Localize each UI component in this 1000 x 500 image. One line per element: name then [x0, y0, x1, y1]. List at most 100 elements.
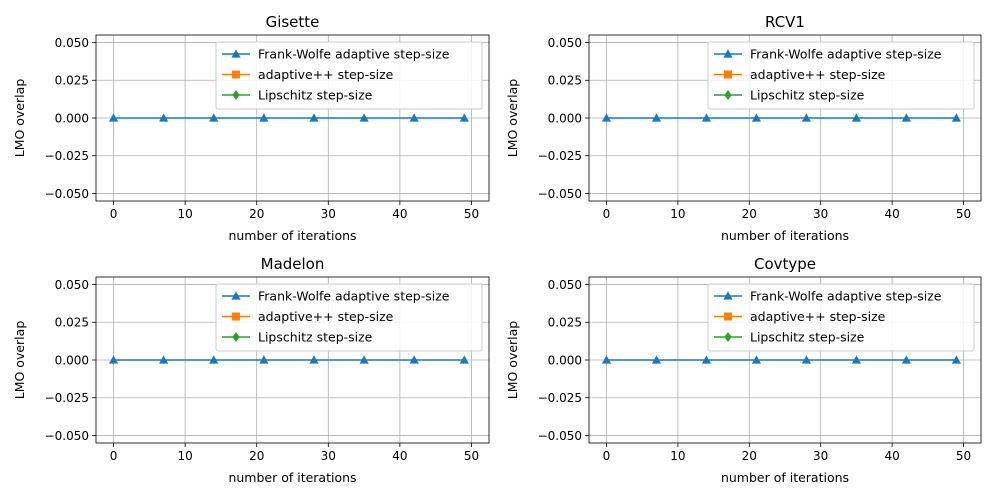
- y-tick-label: −0.050: [45, 429, 89, 443]
- y-tick-label: 0.050: [55, 278, 89, 292]
- data-point: [309, 113, 319, 122]
- x-tick-label: 40: [884, 207, 899, 221]
- subplot-madelon: 0 10 20 30 40 50 −0.050 −0.025 0.000 0.025 0.050 Ma…: [12, 255, 490, 485]
- y-tick-label: 0.025: [548, 316, 582, 330]
- y-tick-label: −0.050: [538, 187, 582, 201]
- data-point: [901, 355, 911, 364]
- y-tick-label: 0.000: [548, 353, 582, 367]
- data-point: [601, 355, 612, 364]
- legend-label: adaptive++ step-size: [258, 309, 394, 324]
- y-tick-label: −0.050: [45, 187, 89, 201]
- data-point: [751, 113, 762, 122]
- legend: Frank-Wolfe adaptive step-size adaptive++…: [215, 283, 483, 352]
- data-point: [459, 355, 469, 364]
- data-point: [751, 355, 762, 364]
- x-tick-label: 10: [670, 449, 685, 463]
- subplot-title: Covtype: [754, 255, 816, 273]
- subplot-title: Madelon: [261, 255, 325, 273]
- y-tick-label: 0.025: [55, 316, 89, 330]
- data-point: [209, 355, 219, 364]
- x-axis-label: number of iterations: [721, 470, 849, 485]
- x-tick-label: 10: [670, 207, 685, 221]
- data-point: [108, 355, 119, 364]
- data-point: [851, 355, 862, 364]
- diamond-marker-icon: [232, 90, 240, 100]
- legend: Frank-Wolfe adaptive step-size adaptive++…: [707, 283, 975, 352]
- legend-label: Lipschitz step-size: [258, 88, 373, 103]
- x-tick-label: 0: [603, 449, 611, 463]
- square-marker-icon: [724, 70, 732, 79]
- data-point: [259, 113, 269, 122]
- x-tick-label: 40: [884, 449, 899, 463]
- data-point: [159, 355, 169, 364]
- x-tick-label: 20: [249, 449, 264, 463]
- data-point: [108, 113, 119, 122]
- subplot-rcv1: 0 10 20 30 40 50 −0.050 −0.025 0.000 0.025 0.050 RC…: [505, 13, 982, 243]
- x-tick-label: 40: [392, 449, 407, 463]
- x-tick-label: 20: [742, 207, 757, 221]
- y-tick-label: −0.025: [45, 149, 89, 163]
- x-tick-label: 40: [392, 207, 407, 221]
- x-tick-label: 50: [956, 449, 971, 463]
- data-point: [359, 113, 369, 122]
- data-point: [459, 113, 469, 122]
- x-tick-label: 30: [813, 449, 828, 463]
- subplot-gisette: 0 10 20 30 40 50 −0.050 −0.025 0.000 0.025 0.050 Gi…: [12, 13, 490, 243]
- square-marker-icon: [232, 70, 240, 79]
- data-point: [651, 113, 662, 122]
- x-tick-label: 50: [464, 449, 479, 463]
- y-tick-label: −0.025: [538, 391, 582, 405]
- data-point: [801, 113, 812, 122]
- data-point: [209, 113, 219, 122]
- y-axis-label: LMO overlap: [505, 321, 520, 400]
- y-tick-label: 0.000: [548, 111, 582, 125]
- data-point: [309, 355, 319, 364]
- data-point: [409, 113, 419, 122]
- diamond-marker-icon: [724, 90, 732, 100]
- x-axis-label: number of iterations: [228, 470, 356, 485]
- legend-box: [707, 41, 975, 110]
- data-point: [601, 113, 612, 122]
- legend-label: Frank-Wolfe adaptive step-size: [750, 289, 942, 304]
- data-point: [801, 355, 812, 364]
- triangle-marker-icon: [231, 291, 241, 300]
- legend-label: Frank-Wolfe adaptive step-size: [750, 47, 942, 62]
- square-marker-icon: [232, 312, 240, 321]
- y-tick-label: 0.025: [55, 74, 89, 88]
- data-point: [701, 113, 712, 122]
- x-tick-label: 10: [177, 207, 192, 221]
- subplot-title: RCV1: [765, 13, 805, 31]
- data-point: [951, 355, 961, 364]
- y-tick-label: 0.050: [548, 278, 582, 292]
- legend-label: Lipschitz step-size: [750, 88, 865, 103]
- square-marker-icon: [724, 312, 732, 321]
- data-point: [701, 355, 712, 364]
- x-tick-label: 20: [249, 207, 264, 221]
- x-tick-label: 10: [177, 449, 192, 463]
- x-tick-label: 50: [956, 207, 971, 221]
- legend-label: adaptive++ step-size: [750, 309, 886, 324]
- legend-label: adaptive++ step-size: [258, 67, 394, 82]
- triangle-marker-icon: [723, 291, 733, 300]
- x-tick-label: 0: [110, 449, 118, 463]
- y-tick-label: 0.000: [55, 111, 89, 125]
- legend-label: adaptive++ step-size: [750, 67, 886, 82]
- data-point: [851, 113, 862, 122]
- data-point: [409, 355, 419, 364]
- data-point: [651, 355, 662, 364]
- y-tick-label: −0.025: [538, 149, 582, 163]
- data-point: [259, 355, 269, 364]
- y-axis-label: LMO overlap: [12, 321, 27, 400]
- legend-label: Frank-Wolfe adaptive step-size: [258, 289, 450, 304]
- x-tick-label: 0: [110, 207, 118, 221]
- legend-box: [215, 283, 483, 352]
- y-axis-label: LMO overlap: [12, 79, 27, 158]
- y-axis-label: LMO overlap: [505, 79, 520, 158]
- x-tick-label: 0: [603, 207, 611, 221]
- legend-label: Lipschitz step-size: [750, 330, 865, 345]
- legend-box: [707, 283, 975, 352]
- x-tick-label: 30: [813, 207, 828, 221]
- x-tick-label: 50: [464, 207, 479, 221]
- legend-label: Lipschitz step-size: [258, 330, 373, 345]
